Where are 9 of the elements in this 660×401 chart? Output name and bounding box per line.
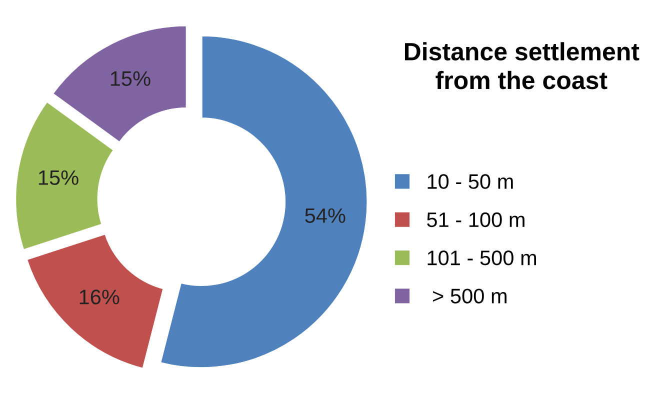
legend-label: 51 - 100 m bbox=[427, 212, 524, 228]
data-label: 15% bbox=[38, 170, 78, 186]
legend-label: 10 - 50 m bbox=[428, 174, 513, 189]
data-label: 15% bbox=[110, 71, 150, 86]
data-label: 54% bbox=[305, 208, 346, 223]
legend-label: 101 - 500 m bbox=[428, 250, 536, 266]
data-label: 16% bbox=[80, 290, 120, 304]
legend-label: > 500 m bbox=[433, 288, 506, 304]
text: Distance settlement from the coast bbox=[404, 42, 640, 90]
